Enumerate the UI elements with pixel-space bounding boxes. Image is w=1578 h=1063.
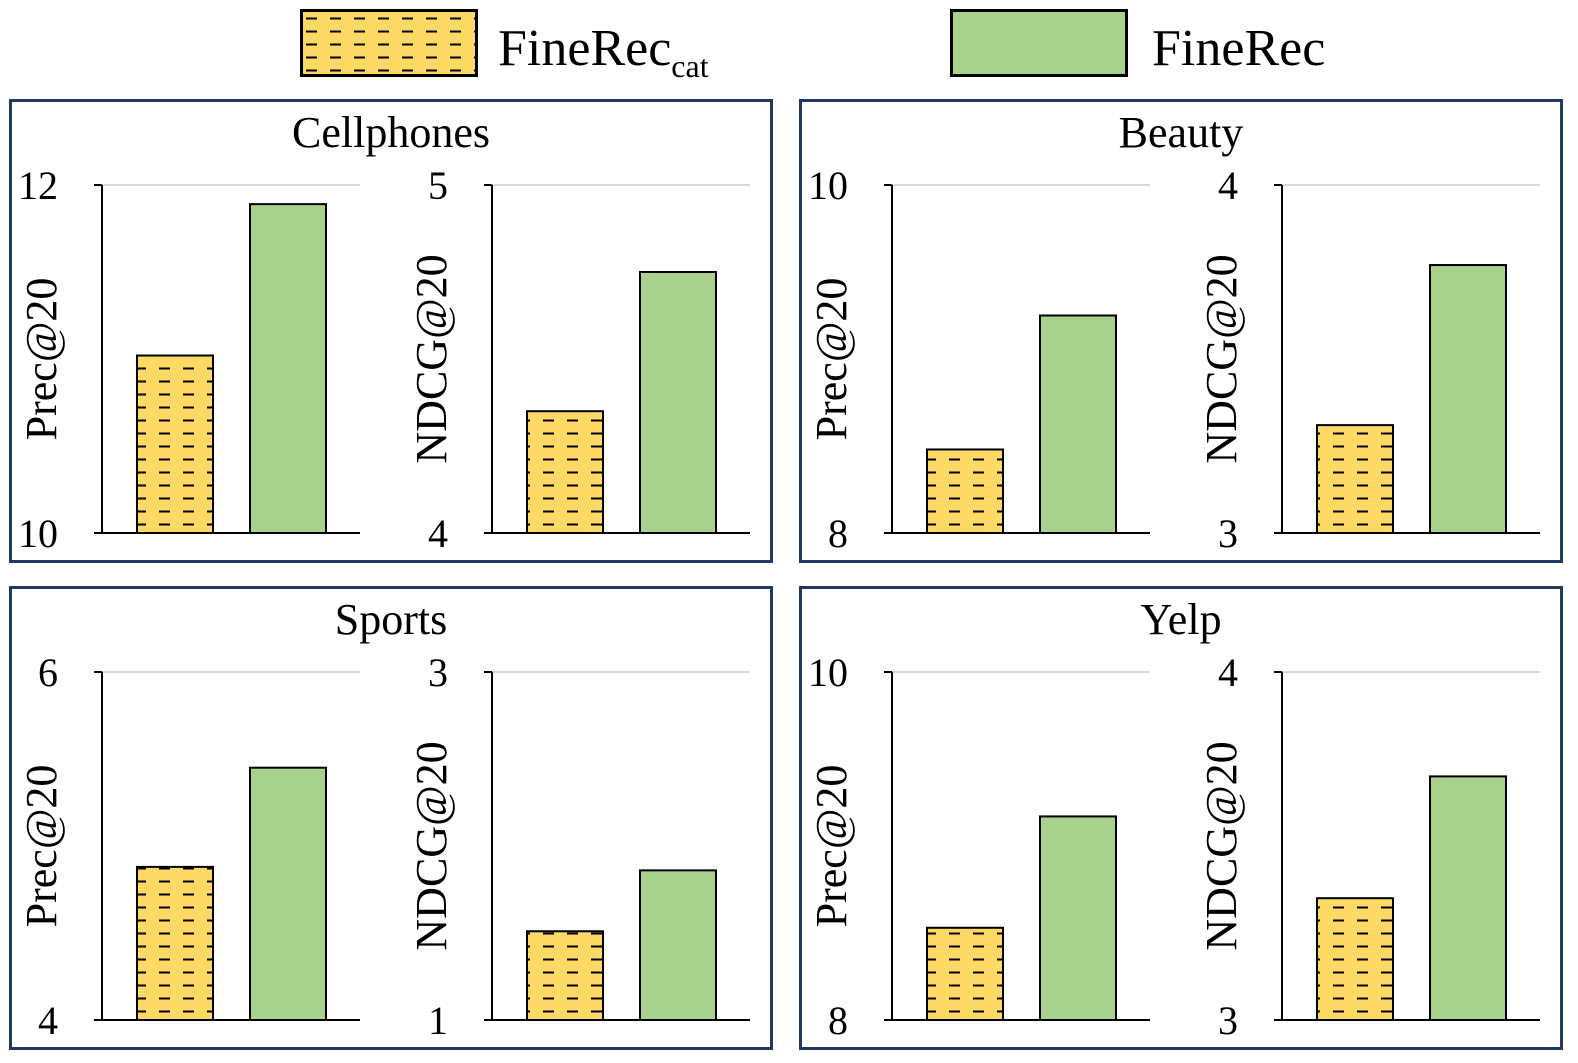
y-tick-label: 4	[1218, 650, 1238, 695]
subplot-ndcg-at-20: 3 1 NDCG@20	[407, 650, 750, 1043]
panel-beauty: Beauty 10 8 Prec@20 4 3 NDCG@20	[799, 99, 1563, 563]
y-tick-label: 10	[808, 650, 848, 695]
legend-swatch-finerec	[950, 9, 1128, 77]
y-tick-label: 4	[428, 511, 448, 556]
panel-title: Beauty	[1118, 108, 1244, 157]
panel-sports: Sports 6 4 Prec@20 3 1 NDCG@20	[9, 586, 773, 1050]
panel-title: Sports	[334, 595, 448, 644]
bar-finerec	[1429, 264, 1507, 534]
y-axis-label: NDCG@20	[1197, 254, 1246, 463]
bar-finerec	[249, 203, 327, 534]
y-tick-label: 6	[38, 650, 58, 695]
panel-cellphones: Cellphones 12 10 Prec@20 5 4 NDCG@20	[9, 99, 773, 563]
bar-finerec-cat	[526, 930, 604, 1022]
bar-finerec	[1429, 775, 1507, 1021]
bar-finerec	[1039, 815, 1117, 1021]
y-axis-label: Prec@20	[807, 278, 856, 441]
y-axis-label: NDCG@20	[407, 254, 456, 463]
y-tick-label: 10	[18, 511, 58, 556]
subplot-prec-at-20: 12 10 Prec@20	[17, 163, 360, 556]
bar-finerec	[639, 271, 717, 534]
legend-item-finerec: FineRec	[950, 9, 1370, 81]
y-tick-label: 1	[428, 998, 448, 1043]
y-tick-label: 4	[1218, 163, 1238, 208]
y-tick-label: 8	[828, 511, 848, 556]
subplot-prec-at-20: 10 8 Prec@20	[807, 163, 1150, 556]
y-tick-label: 5	[428, 163, 448, 208]
chart-svg: 10 8 Prec@20 4 3 NDCG@20	[807, 163, 1540, 556]
bar-finerec	[1039, 314, 1117, 534]
panel-title: Yelp	[1140, 595, 1222, 644]
y-tick-label: 3	[428, 650, 448, 695]
bar-finerec-cat	[926, 926, 1004, 1021]
bar-finerec-cat	[136, 865, 214, 1021]
subplot-prec-at-20: 10 8 Prec@20	[807, 650, 1150, 1043]
y-tick-label: 8	[828, 998, 848, 1043]
legend-label-finerec-cat: FineReccat	[498, 20, 709, 84]
subplot-ndcg-at-20: 5 4 NDCG@20	[407, 163, 750, 556]
y-axis-label: Prec@20	[17, 765, 66, 928]
y-axis-label: NDCG@20	[407, 741, 456, 950]
bar-finerec-cat	[526, 410, 604, 535]
subplot-ndcg-at-20: 4 3 NDCG@20	[1197, 650, 1540, 1043]
bar-finerec-cat	[1316, 897, 1394, 1022]
subplot-ndcg-at-20: 4 3 NDCG@20	[1197, 163, 1540, 556]
y-axis-label: Prec@20	[807, 765, 856, 928]
y-axis-label: NDCG@20	[1197, 741, 1246, 950]
legend-item-finerec-cat: FineReccat	[300, 9, 740, 84]
y-tick-label: 3	[1218, 511, 1238, 556]
chart-svg: 12 10 Prec@20 5 4 NDCG@20	[17, 163, 750, 556]
y-tick-label: 12	[18, 163, 58, 208]
y-tick-label: 4	[38, 998, 58, 1043]
y-tick-label: 10	[808, 163, 848, 208]
panel-yelp: Yelp 10 8 Prec@20 4 3 NDCG@20	[799, 586, 1563, 1050]
subplot-prec-at-20: 6 4 Prec@20	[17, 650, 360, 1043]
panel-title: Cellphones	[292, 108, 490, 157]
y-tick-label: 3	[1218, 998, 1238, 1043]
bar-finerec-cat	[926, 448, 1004, 535]
bar-finerec	[249, 766, 327, 1021]
legend-swatch-finerec-cat	[300, 9, 478, 77]
bar-finerec-cat	[136, 354, 214, 534]
chart-svg: 6 4 Prec@20 3 1 NDCG@20	[17, 650, 750, 1043]
chart-legend: FineReccat FineRec	[0, 0, 1578, 94]
legend-label-finerec: FineRec	[1152, 20, 1326, 77]
bar-finerec-cat	[1316, 424, 1394, 534]
chart-svg: 10 8 Prec@20 4 3 NDCG@20	[807, 650, 1540, 1043]
bar-finerec	[639, 869, 717, 1021]
y-axis-label: Prec@20	[17, 278, 66, 441]
